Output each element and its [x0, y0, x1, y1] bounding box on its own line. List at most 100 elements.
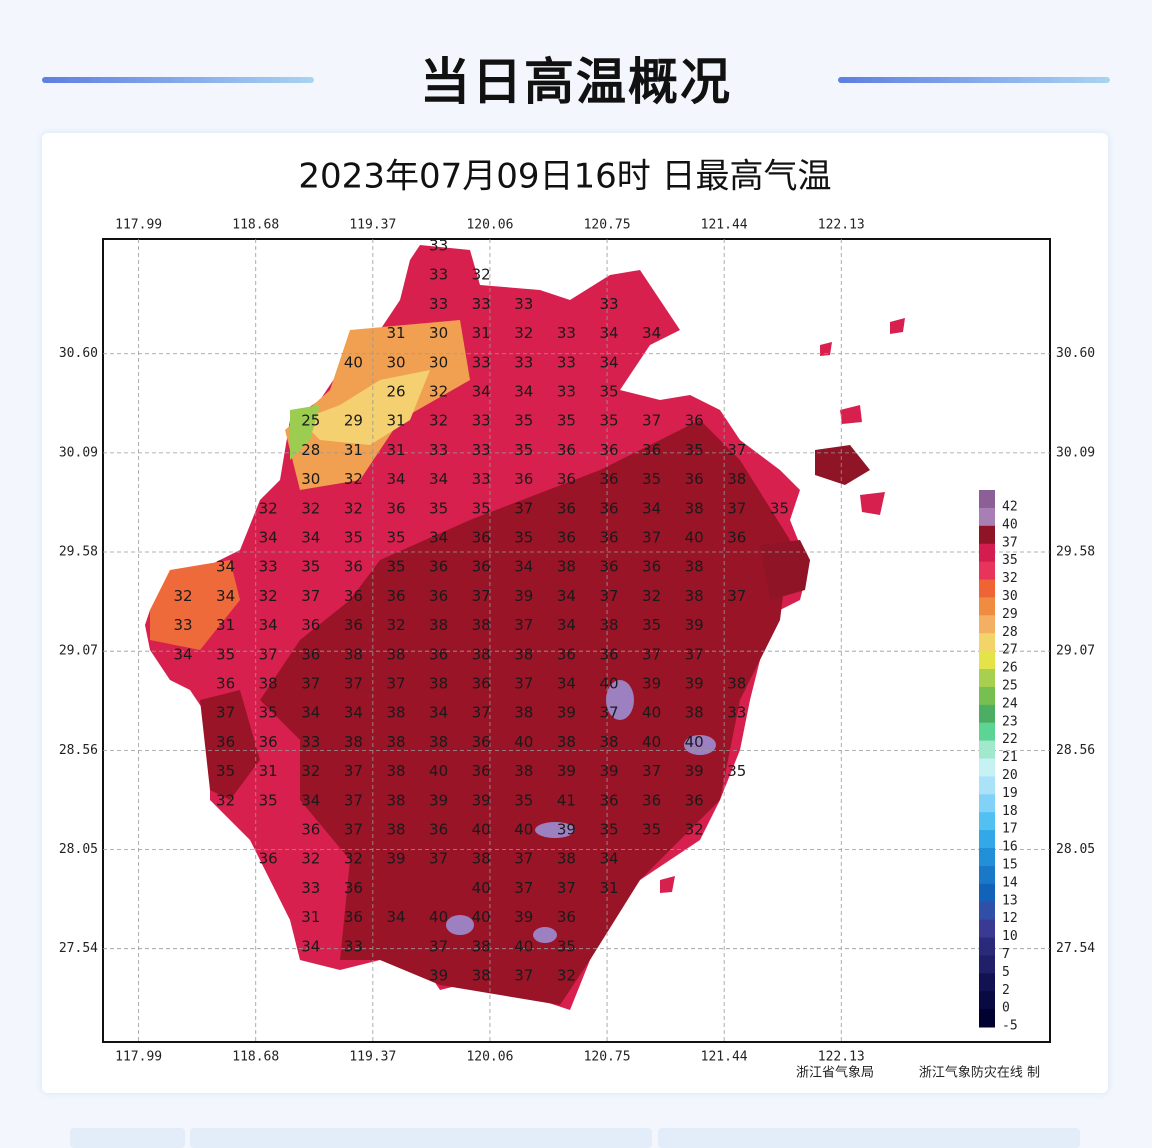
station-value: 32 — [259, 587, 278, 605]
station-value: 37 — [216, 704, 235, 722]
x-tick-label: 117.99 — [115, 1050, 162, 1065]
island — [815, 445, 870, 485]
station-value: 36 — [557, 645, 576, 663]
station-value: 33 — [472, 441, 491, 459]
station-value: 38 — [386, 733, 405, 751]
station-value: 39 — [557, 704, 576, 722]
station-value: 36 — [472, 529, 491, 547]
hot-spot — [446, 915, 474, 935]
table-stub — [658, 1128, 1080, 1148]
station-value: 38 — [472, 937, 491, 955]
y-tick-label: 28.56 — [1056, 743, 1095, 758]
station-value: 34 — [599, 353, 618, 371]
station-value: 29 — [344, 412, 363, 430]
station-value: 32 — [259, 499, 278, 517]
station-value: 38 — [386, 645, 405, 663]
station-value: 36 — [472, 733, 491, 751]
station-value: 33 — [472, 412, 491, 430]
heat-zone — [260, 420, 790, 1005]
station-value: 33 — [599, 295, 618, 313]
station-value: 33 — [429, 295, 448, 313]
y-tick-label: 27.54 — [1056, 941, 1095, 956]
legend-swatch — [979, 937, 995, 956]
station-value: 36 — [344, 587, 363, 605]
station-value: 39 — [514, 587, 533, 605]
legend-swatch — [979, 686, 995, 706]
station-value: 37 — [514, 616, 533, 634]
station-value: 36 — [599, 470, 618, 488]
station-value: 32 — [429, 383, 448, 401]
station-value: 36 — [344, 616, 363, 634]
decor-bar — [42, 77, 314, 83]
station-value: 40 — [514, 733, 533, 751]
station-value: 38 — [727, 675, 746, 693]
station-value: 33 — [514, 353, 533, 371]
station-value: 31 — [599, 879, 618, 897]
station-value: 32 — [173, 587, 192, 605]
station-value: 33 — [472, 295, 491, 313]
x-tick-label: 120.75 — [584, 218, 631, 233]
station-value: 37 — [301, 587, 320, 605]
station-value: 32 — [301, 762, 320, 780]
station-value: 40 — [685, 733, 704, 751]
station-value: 34 — [472, 383, 491, 401]
island — [840, 405, 862, 424]
station-value: 36 — [259, 850, 278, 868]
legend-label: 28 — [1002, 625, 1018, 640]
station-value: 36 — [472, 675, 491, 693]
station-value: 30 — [429, 353, 448, 371]
station-value: 33 — [173, 616, 192, 634]
station-value: 33 — [514, 295, 533, 313]
station-value: 32 — [685, 821, 704, 839]
island — [740, 620, 765, 650]
station-value: 35 — [216, 645, 235, 663]
station-value: 34 — [429, 529, 448, 547]
island — [820, 342, 832, 356]
station-value: 37 — [685, 645, 704, 663]
station-value: 38 — [685, 704, 704, 722]
legend-swatch — [979, 794, 995, 813]
station-value: 36 — [599, 791, 618, 809]
station-value: 38 — [599, 616, 618, 634]
station-value: 34 — [557, 587, 576, 605]
station-value: 35 — [770, 499, 789, 517]
station-value: 33 — [472, 353, 491, 371]
heat-zone — [200, 690, 260, 800]
station-value: 31 — [386, 324, 405, 342]
station-value: 32 — [216, 791, 235, 809]
station-value: 32 — [344, 499, 363, 517]
station-value: 38 — [386, 791, 405, 809]
station-value: 32 — [301, 850, 320, 868]
legend-label: 12 — [1002, 911, 1018, 926]
island — [660, 876, 675, 893]
map-frame — [102, 238, 1051, 1043]
station-value: 34 — [301, 529, 320, 547]
station-value: 30 — [429, 324, 448, 342]
station-value: 35 — [514, 412, 533, 430]
y-tick-label: 30.60 — [1056, 346, 1095, 361]
station-value: 35 — [514, 441, 533, 459]
station-value: 32 — [344, 470, 363, 488]
station-value: 36 — [599, 441, 618, 459]
station-value: 37 — [642, 412, 661, 430]
station-value: 38 — [514, 762, 533, 780]
station-value: 36 — [301, 645, 320, 663]
station-value: 37 — [514, 967, 533, 985]
station-value: 34 — [301, 791, 320, 809]
station-value: 36 — [259, 733, 278, 751]
station-value: 38 — [472, 967, 491, 985]
station-value: 38 — [685, 558, 704, 576]
station-value: 37 — [259, 645, 278, 663]
station-value: 40 — [429, 762, 448, 780]
station-value: 36 — [216, 733, 235, 751]
station-value: 31 — [344, 441, 363, 459]
station-value: 39 — [557, 821, 576, 839]
legend-swatch — [979, 848, 995, 867]
legend-label: 30 — [1002, 589, 1018, 604]
hot-spot — [606, 680, 634, 720]
station-value: 37 — [727, 441, 746, 459]
station-value: 34 — [259, 616, 278, 634]
station-value: 38 — [557, 558, 576, 576]
station-value: 35 — [514, 791, 533, 809]
legend-label: 10 — [1002, 929, 1018, 944]
